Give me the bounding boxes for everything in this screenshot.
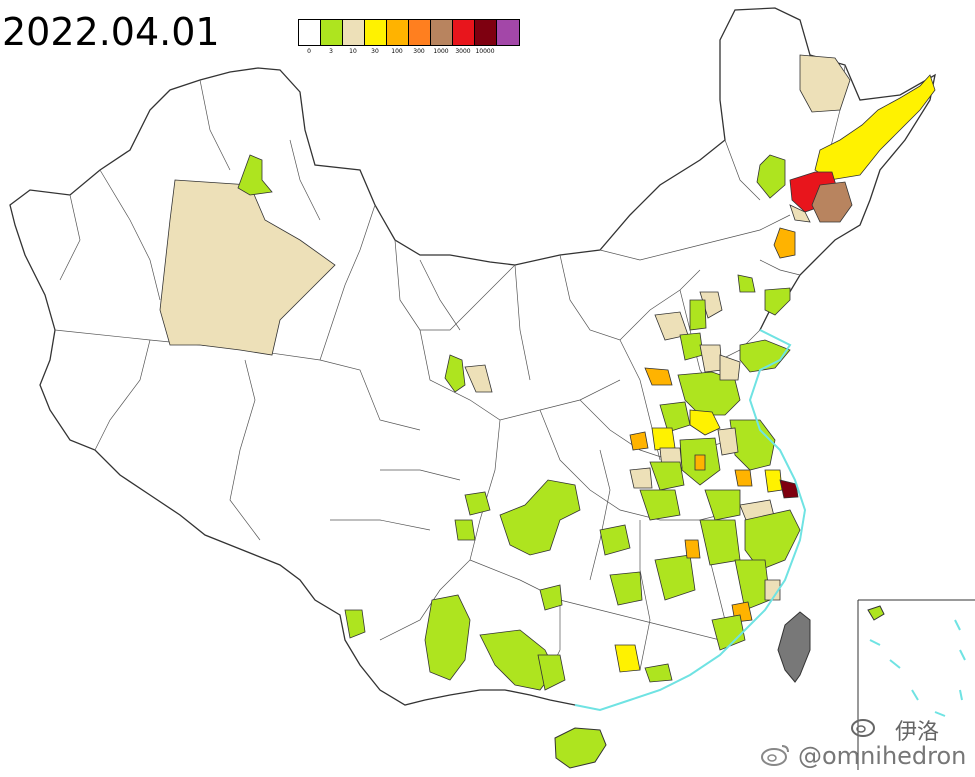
legend-tick-5: 300: [413, 48, 425, 55]
china-outline: [9, 7, 936, 711]
region-liaoning-dalian: [764, 287, 791, 316]
region-chongqing-green: [499, 479, 581, 556]
region-hubei-beige: [629, 467, 653, 489]
legend-tick-2: 10: [349, 48, 357, 55]
region-yunnan-green-1: [424, 594, 471, 681]
taiwan-island: [777, 611, 811, 683]
region-yunnan-green-2: [344, 609, 366, 639]
region-zhejiang-green: [744, 509, 801, 571]
region-henan-yellow-2: [651, 427, 676, 451]
region-sichuan-green-2: [454, 519, 476, 541]
region-hubei-orange: [629, 431, 649, 451]
hainan-island: [554, 727, 607, 769]
legend-tick-0: 0: [307, 48, 311, 55]
south-sea-island: [867, 605, 885, 621]
legend-swatch-3: [365, 20, 387, 45]
legend-swatch-8: [475, 20, 497, 45]
legend-tick-6: 1000: [433, 48, 449, 55]
region-liaoning-orange: [773, 227, 796, 259]
legend-swatch-9: [497, 20, 519, 45]
case-regions: [159, 54, 936, 691]
region-suzhou-yellow: [764, 469, 783, 493]
region-hunan-green-1: [599, 524, 631, 556]
region-hunan-green-2: [609, 571, 643, 606]
legend-tick-8: 10000: [475, 48, 495, 55]
region-heilongjiang-east: [814, 74, 936, 181]
date-label: 2022.04.01: [2, 10, 220, 54]
legend-tick-9: [496, 48, 518, 55]
region-jiangxi-orange: [684, 539, 701, 559]
legend-swatch-0: [299, 20, 321, 45]
region-hubei-green: [649, 461, 685, 491]
region-shandong-east: [739, 339, 791, 373]
region-fujian-beige: [764, 579, 781, 601]
south-sea-dashes: [869, 619, 966, 717]
region-hebei-green-1: [689, 299, 707, 331]
weibo-icon: [761, 745, 789, 766]
legend-ticks: 0 3 10 30 100 300 1000 3000 10000: [298, 48, 520, 55]
legend-swatch-7: [453, 20, 475, 45]
region-shanghai: [779, 479, 799, 499]
region-sichuan-green-1: [464, 491, 491, 516]
region-gansu-green: [444, 354, 466, 393]
legend-tick-4: 100: [391, 48, 403, 55]
region-jiangsu-beige: [717, 427, 739, 456]
legend-swatch-2: [343, 20, 365, 45]
region-jilin-jilin: [811, 181, 853, 223]
region-shandong-beige: [719, 354, 741, 381]
region-henan-green: [659, 401, 691, 433]
region-jiangsu-orange: [734, 469, 753, 487]
region-anhui-south-green: [704, 489, 741, 521]
region-shanxi-orange: [644, 367, 673, 386]
region-jilin-west: [756, 154, 786, 199]
region-henan-yellow: [689, 409, 721, 436]
legend-swatch-5: [409, 20, 431, 45]
watermark-author: 伊洛: [895, 720, 940, 745]
region-xinjiang-north: [237, 154, 273, 196]
region-jilin-siping: [789, 204, 811, 223]
legend-swatches: [298, 19, 520, 46]
region-guangdong-green-1: [711, 614, 746, 651]
coastline-tint: [574, 329, 807, 712]
region-guizhou-green: [539, 584, 563, 611]
legend-tick-1: 3: [329, 48, 333, 55]
legend-swatch-4: [387, 20, 409, 45]
region-hunan-green-3: [654, 554, 696, 601]
legend-tick-7: 3000: [455, 48, 471, 55]
region-gansu-beige: [464, 364, 493, 393]
color-legend: 0 3 10 30 100 300 1000 3000 10000: [298, 19, 520, 55]
south-sea-inset-frame: [857, 599, 975, 770]
region-xinjiang-central: [159, 179, 336, 356]
region-anhui-orange: [694, 454, 706, 471]
region-shandong-green-1: [677, 371, 741, 416]
region-guangxi-green-2: [537, 654, 566, 691]
legend-swatch-6: [431, 20, 453, 45]
internal-boundaries: [54, 64, 846, 691]
region-guangdong-yellow: [614, 644, 641, 673]
weibo-small-icon: [851, 719, 875, 737]
region-guangdong-green-2: [644, 663, 673, 683]
legend-tick-3: 30: [371, 48, 379, 55]
watermark-handle: @omnihedron: [798, 742, 967, 770]
region-hubei-south-green: [639, 489, 681, 521]
region-heilongjiang-north: [799, 54, 851, 113]
legend-swatch-1: [321, 20, 343, 45]
region-liaoning-green: [737, 274, 756, 293]
